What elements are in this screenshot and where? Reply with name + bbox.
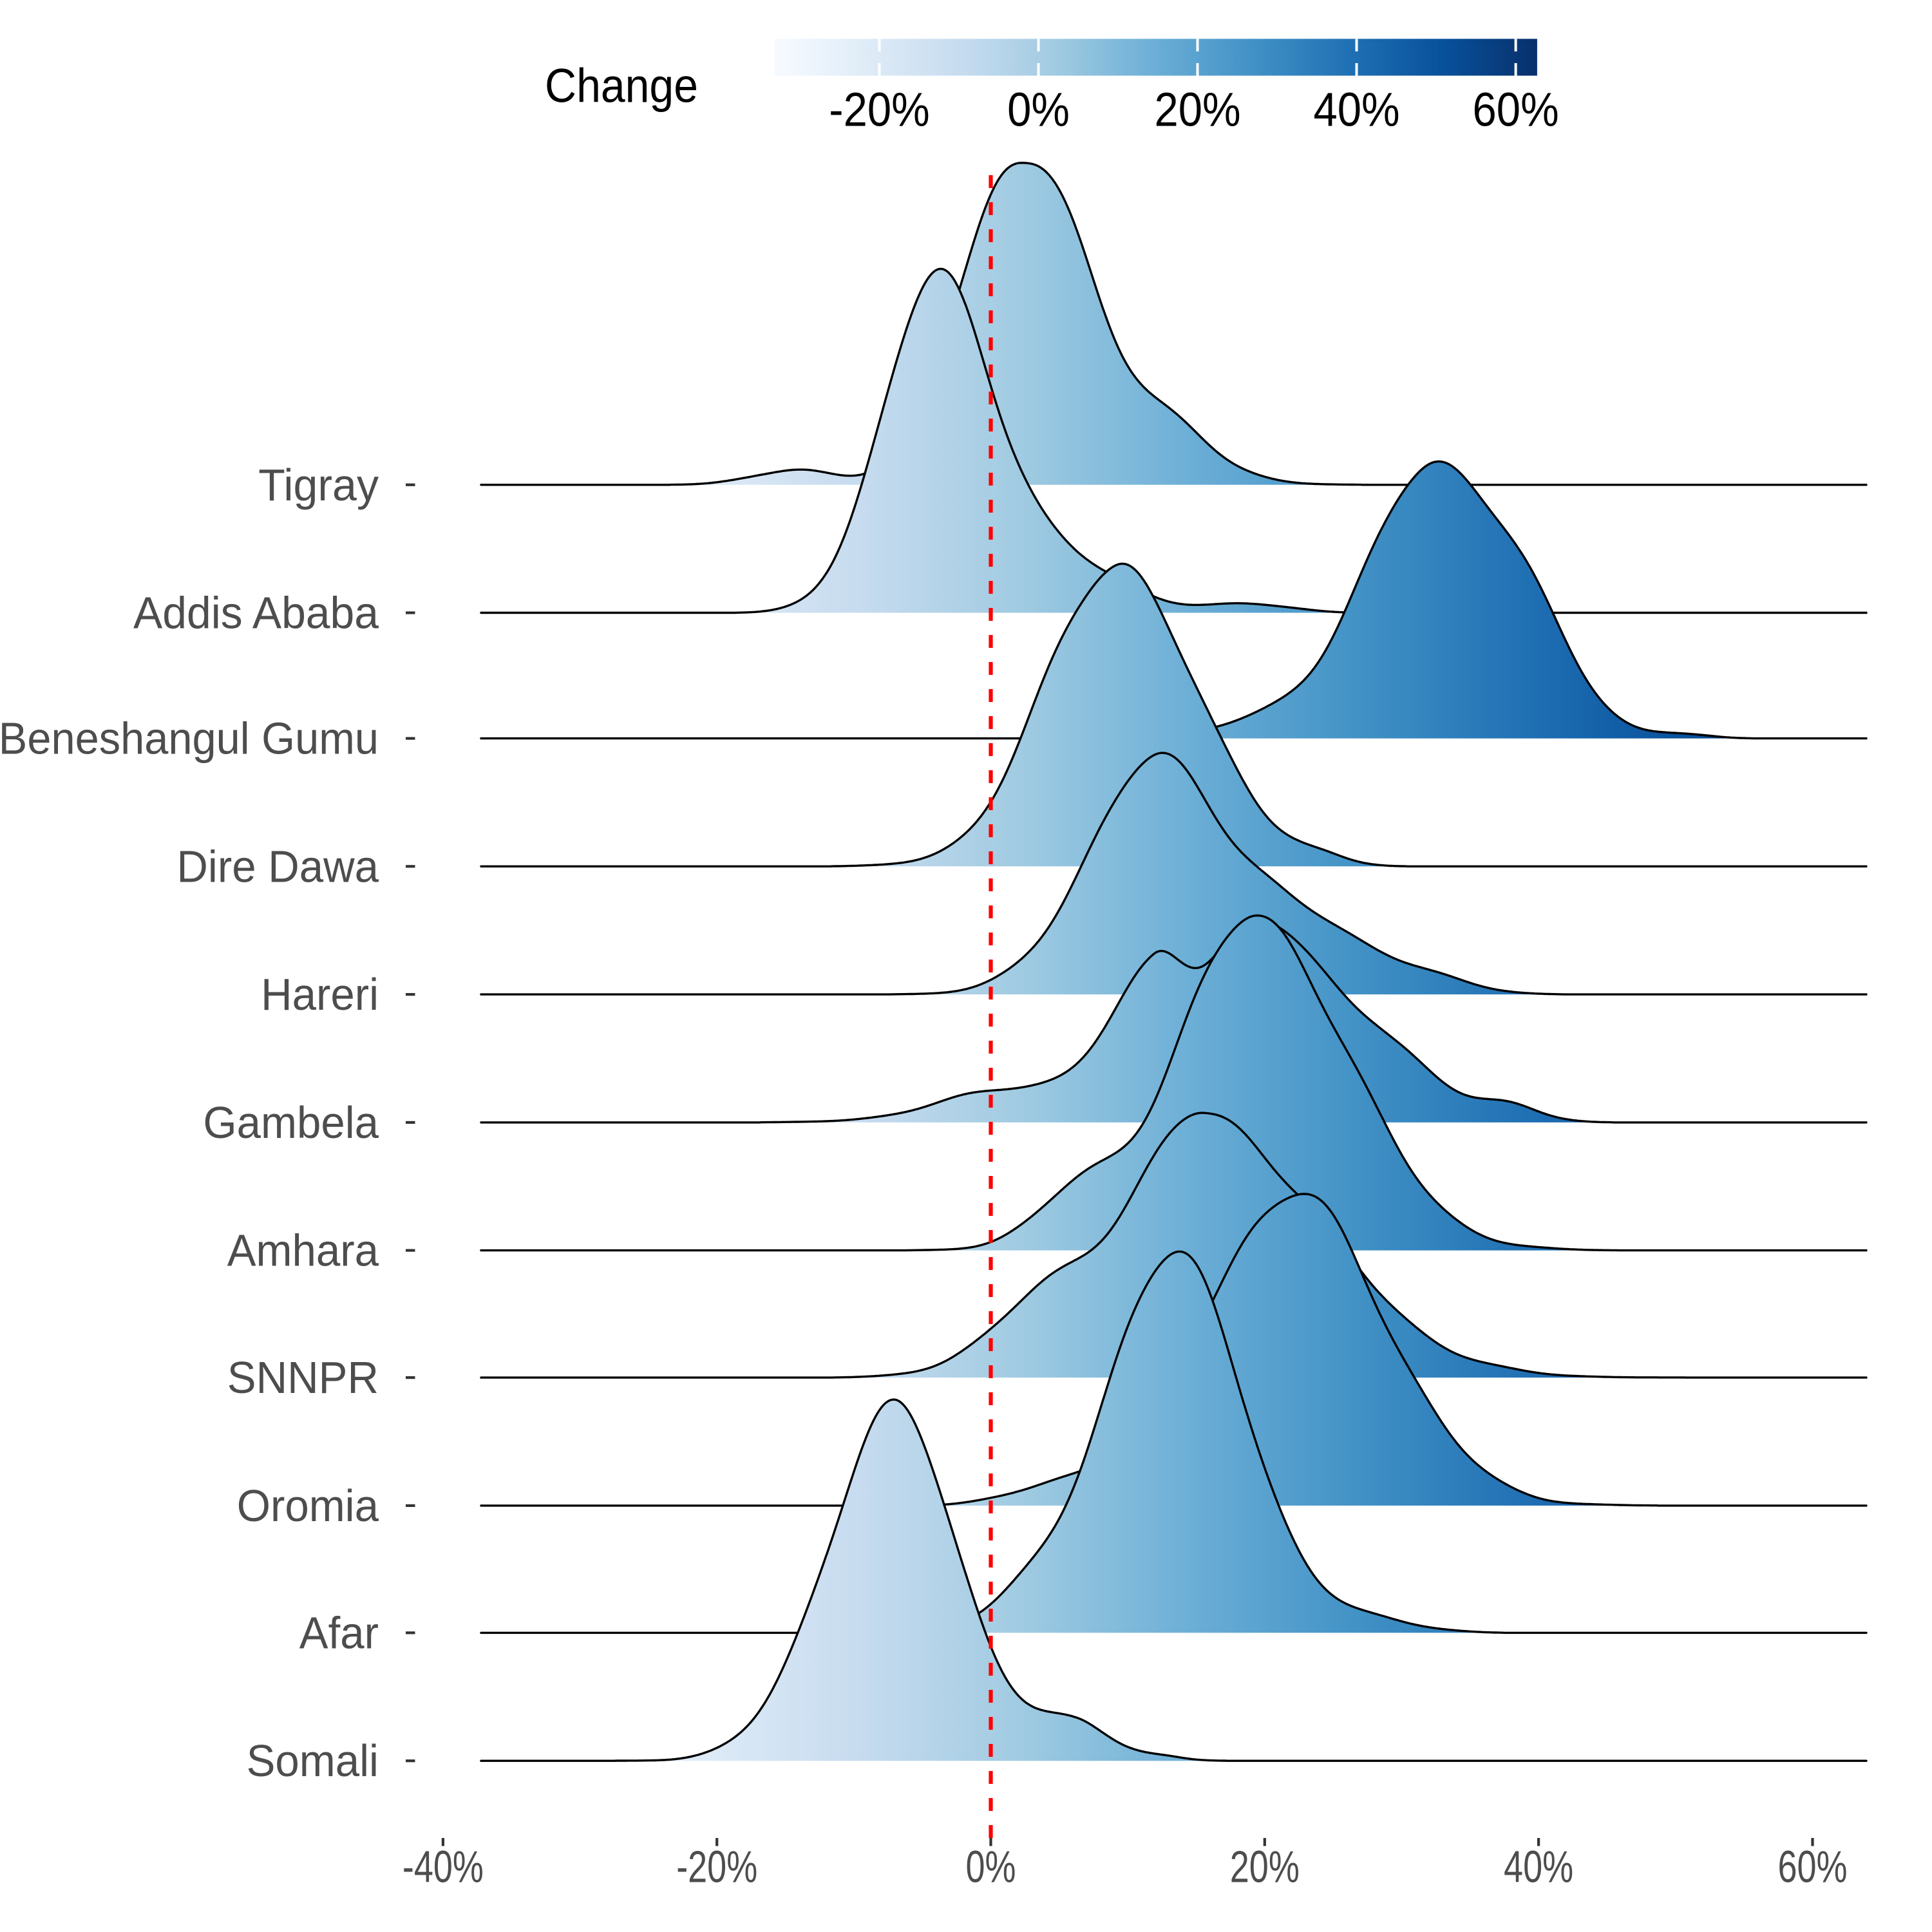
svg-text:-20%: -20%: [829, 82, 929, 136]
svg-text:-20%: -20%: [676, 1842, 757, 1892]
svg-text:40%: 40%: [1313, 82, 1399, 136]
svg-text:SNNPR: SNNPR: [227, 1352, 379, 1403]
svg-text:-40%: -40%: [402, 1842, 484, 1892]
svg-text:20%: 20%: [1154, 82, 1240, 136]
svg-text:Oromia: Oromia: [237, 1481, 379, 1531]
svg-text:40%: 40%: [1504, 1842, 1573, 1892]
svg-text:Somali: Somali: [247, 1736, 379, 1786]
svg-text:Beneshangul Gumu: Beneshangul Gumu: [0, 714, 379, 764]
svg-text:60%: 60%: [1473, 82, 1559, 136]
svg-text:Change: Change: [545, 59, 698, 113]
svg-text:Addis Ababa: Addis Ababa: [133, 588, 379, 638]
svg-text:Dire Dawa: Dire Dawa: [176, 841, 379, 891]
svg-text:0%: 0%: [966, 1842, 1016, 1892]
svg-text:Tigray: Tigray: [258, 460, 379, 510]
svg-text:Afar: Afar: [299, 1607, 379, 1658]
svg-text:0%: 0%: [1007, 82, 1070, 136]
svg-text:60%: 60%: [1777, 1842, 1847, 1892]
svg-text:Amhara: Amhara: [227, 1226, 379, 1276]
svg-text:Hareri: Hareri: [261, 969, 379, 1019]
svg-text:20%: 20%: [1230, 1842, 1300, 1892]
svg-text:Gambela: Gambela: [203, 1097, 379, 1148]
